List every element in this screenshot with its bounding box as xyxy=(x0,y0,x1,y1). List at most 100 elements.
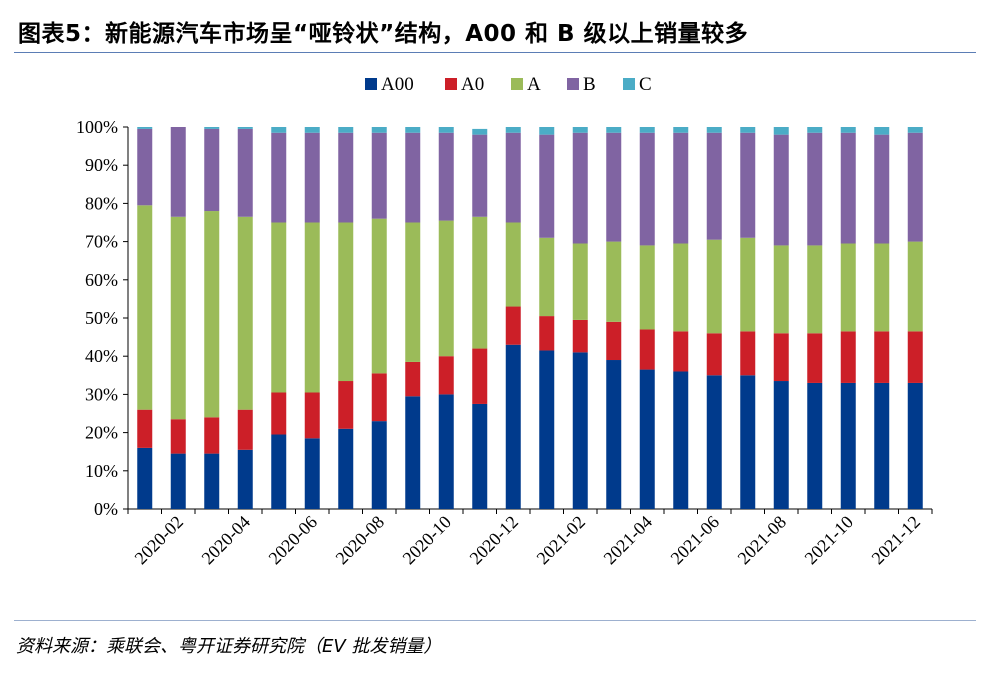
bar-segment-a0 xyxy=(740,331,756,376)
legend-label: A00 xyxy=(381,74,414,95)
bar-stack-2020-03 xyxy=(204,127,220,509)
bar-segment-b xyxy=(673,132,689,244)
bar-segment-a xyxy=(405,222,421,362)
bar-segment-a0 xyxy=(773,333,789,382)
bar-segment-c xyxy=(740,127,756,133)
bar-segment-a00 xyxy=(137,447,153,509)
bar-segment-a0 xyxy=(137,409,153,448)
bar-segment-a00 xyxy=(874,382,890,509)
legend-item-c: C xyxy=(623,74,652,95)
bar-segment-b xyxy=(539,134,555,238)
x-tick-label: 2021-12 xyxy=(868,512,925,569)
y-tick-label: 20% xyxy=(85,423,118,443)
y-tick-label: 40% xyxy=(85,346,118,366)
bar-segment-a xyxy=(907,241,923,332)
bar-segment-a xyxy=(204,211,220,418)
bar-segment-c xyxy=(773,127,789,135)
bar-segment-a xyxy=(840,243,856,332)
bars xyxy=(137,127,923,509)
y-tick-label: 10% xyxy=(85,461,118,481)
legend-swatch xyxy=(511,78,523,90)
bar-segment-a xyxy=(639,245,655,330)
y-tick-label: 50% xyxy=(85,308,118,328)
bar-segment-b xyxy=(907,132,923,242)
bar-segment-b xyxy=(472,134,488,217)
bar-segment-a xyxy=(137,205,153,410)
bar-stack-2021-06 xyxy=(706,127,722,509)
bar-segment-a0 xyxy=(438,356,454,395)
bar-segment-a0 xyxy=(170,419,186,454)
bar-segment-b xyxy=(371,132,387,219)
bar-segment-a00 xyxy=(807,382,823,509)
bar-segment-c xyxy=(907,127,923,133)
bar-segment-a00 xyxy=(438,394,454,509)
bar-segment-c xyxy=(137,127,153,129)
bar-segment-a00 xyxy=(338,428,354,509)
y-tick-label: 60% xyxy=(85,270,118,290)
bar-segment-c xyxy=(840,127,856,133)
bar-segment-c xyxy=(639,127,655,133)
legend-swatch xyxy=(623,78,635,90)
bar-segment-c xyxy=(472,128,488,135)
bar-segment-a xyxy=(673,243,689,332)
bar-segment-c xyxy=(673,127,689,133)
bar-segment-a xyxy=(371,218,387,374)
bar-segment-a0 xyxy=(874,331,890,383)
bar-segment-c xyxy=(405,127,421,133)
bar-segment-a00 xyxy=(706,375,722,509)
bar-segment-b xyxy=(706,132,722,240)
bar-segment-a xyxy=(740,237,756,332)
bar-segment-a xyxy=(304,222,320,393)
bar-stack-2021-12 xyxy=(907,127,923,509)
bar-stack-2021-01 xyxy=(539,127,555,509)
bar-segment-a xyxy=(472,216,488,349)
x-tick-label: 2020-10 xyxy=(399,512,456,569)
bar-stack-2021-02 xyxy=(572,127,588,509)
bar-segment-b xyxy=(137,128,153,206)
bar-segment-c xyxy=(874,127,890,135)
x-tick-label: 2021-04 xyxy=(600,512,657,569)
bar-segment-a xyxy=(606,241,622,322)
bar-stack-2021-07 xyxy=(740,127,756,509)
y-tick-label: 80% xyxy=(85,193,118,213)
bar-segment-a00 xyxy=(740,375,756,509)
legend-label: C xyxy=(639,74,652,95)
legend: A00 A0 A B C xyxy=(365,74,652,95)
bar-segment-c xyxy=(338,127,354,133)
bar-stack-2020-02 xyxy=(170,127,186,509)
legend-item-b: B xyxy=(567,74,596,95)
bar-segment-a00 xyxy=(472,403,488,509)
bar-segment-a00 xyxy=(639,369,655,509)
bar-segment-a00 xyxy=(907,382,923,509)
y-tick-label: 70% xyxy=(85,232,118,252)
bar-segment-c xyxy=(807,127,823,133)
bar-segment-a0 xyxy=(271,392,287,435)
bar-segment-c xyxy=(371,127,387,133)
x-tick-label: 2020-08 xyxy=(332,512,389,569)
bar-segment-a0 xyxy=(606,321,622,361)
bar-stack-2021-10 xyxy=(840,127,856,509)
axes xyxy=(123,126,933,514)
bar-segment-c xyxy=(204,127,220,129)
bar-segment-a0 xyxy=(539,316,555,351)
bar-segment-b xyxy=(606,132,622,242)
bar-segment-a xyxy=(170,216,186,420)
bar-segment-a00 xyxy=(840,382,856,509)
bar-stack-2020-08 xyxy=(371,127,387,509)
legend-label: A xyxy=(527,74,541,95)
bar-segment-a xyxy=(773,245,789,334)
bar-segment-a0 xyxy=(338,381,354,429)
bar-segment-c xyxy=(505,127,521,133)
bar-segment-a00 xyxy=(539,350,555,509)
bar-stack-2020-05 xyxy=(271,127,287,509)
bar-segment-c xyxy=(606,127,622,133)
chart-title: 图表5：新能源汽车市场呈“哑铃状”结构，A00 和 B 级以上销量较多 xyxy=(18,21,749,47)
bar-segment-b xyxy=(271,132,287,223)
bar-segment-c xyxy=(438,127,454,133)
bar-segment-a xyxy=(438,220,454,357)
bar-stack-2020-01 xyxy=(137,127,153,509)
bar-segment-b xyxy=(505,132,521,223)
bar-segment-a00 xyxy=(204,453,220,509)
legend-item-a0: A0 xyxy=(445,74,484,95)
